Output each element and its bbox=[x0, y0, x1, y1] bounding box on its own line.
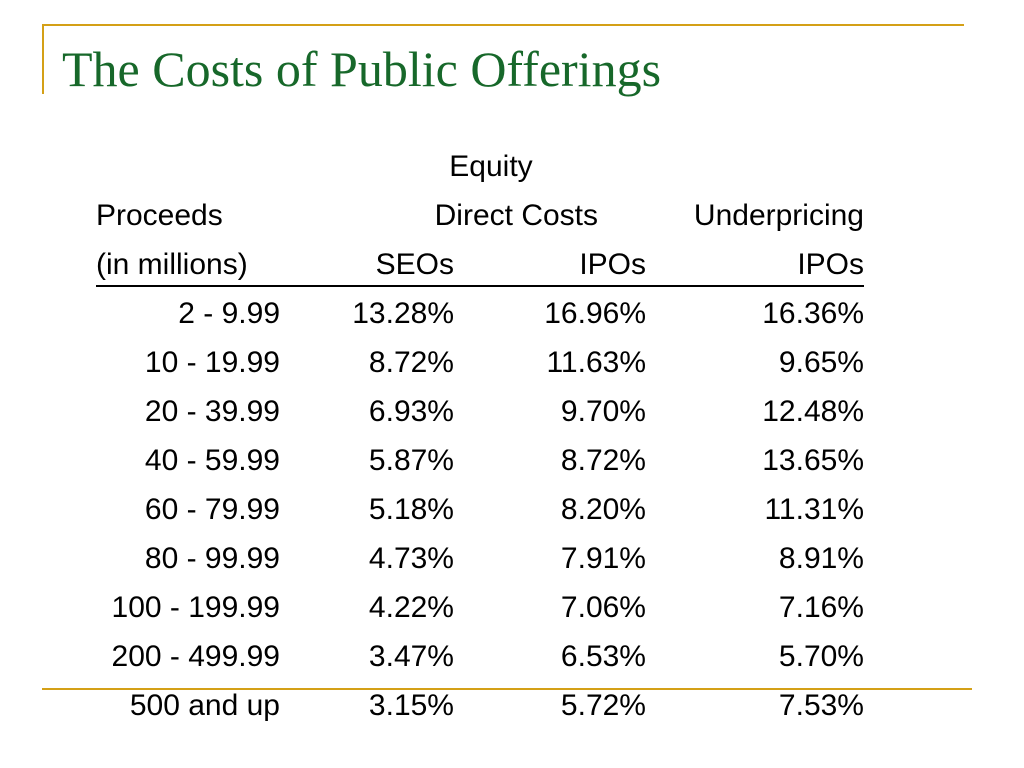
cell-proceeds: 100 - 199.99 bbox=[111, 591, 280, 624]
cell-seos: 5.18% bbox=[368, 493, 454, 526]
bottom-rule bbox=[42, 688, 972, 690]
cell-ipos: 5.72% bbox=[560, 689, 646, 722]
cell-proceeds: 10 - 19.99 bbox=[144, 346, 280, 379]
cell-proceeds: 80 - 99.99 bbox=[144, 542, 280, 575]
header-underpricing: Underpricing bbox=[693, 199, 864, 232]
cell-underpricing: 16.36% bbox=[762, 297, 864, 330]
table-row: 500 and up 3.15% 5.72% 7.53% bbox=[96, 681, 864, 730]
cell-proceeds: 60 - 79.99 bbox=[144, 493, 280, 526]
cell-ipos: 8.72% bbox=[560, 444, 646, 477]
cell-underpricing: 12.48% bbox=[762, 395, 864, 428]
header-seos: SEOs bbox=[375, 248, 454, 281]
table-row: 20 - 39.99 6.93% 9.70% 12.48% bbox=[96, 387, 864, 436]
cell-underpricing: 13.65% bbox=[762, 444, 864, 477]
cell-seos: 4.22% bbox=[368, 591, 454, 624]
cell-ipos: 7.91% bbox=[560, 542, 646, 575]
header-row-top: Proceeds Direct Costs Underpricing bbox=[96, 191, 864, 240]
header-underline bbox=[96, 285, 864, 287]
cell-underpricing: 9.65% bbox=[778, 346, 864, 379]
cell-ipos: 11.63% bbox=[546, 346, 646, 379]
cell-ipos: 16.96% bbox=[544, 297, 646, 330]
page-title: The Costs of Public Offerings bbox=[62, 41, 662, 97]
header-proceeds: Proceeds bbox=[96, 199, 223, 232]
cell-proceeds: 2 - 9.99 bbox=[178, 297, 280, 330]
cell-underpricing: 7.16% bbox=[778, 591, 864, 624]
header-direct-costs: Direct Costs bbox=[434, 199, 598, 232]
cell-underpricing: 11.31% bbox=[764, 493, 864, 526]
cell-seos: 4.73% bbox=[368, 542, 454, 575]
cell-seos: 8.72% bbox=[368, 346, 454, 379]
cell-proceeds: 40 - 59.99 bbox=[144, 444, 280, 477]
cell-ipos: 8.20% bbox=[560, 493, 646, 526]
header-ipos-underpricing: IPOs bbox=[797, 248, 864, 281]
cell-proceeds: 500 and up bbox=[129, 689, 280, 722]
top-rule bbox=[42, 24, 964, 26]
cell-seos: 3.15% bbox=[368, 689, 454, 722]
table-row: 2 - 9.99 13.28% 16.96% 16.36% bbox=[96, 289, 864, 338]
cell-seos: 6.93% bbox=[368, 395, 454, 428]
cell-proceeds: 20 - 39.99 bbox=[144, 395, 280, 428]
table-row: 80 - 99.99 4.73% 7.91% 8.91% bbox=[96, 534, 864, 583]
cell-seos: 3.47% bbox=[368, 640, 454, 673]
cell-proceeds: 200 - 499.99 bbox=[111, 640, 280, 673]
header-equity: Equity bbox=[449, 150, 533, 183]
cell-seos: 13.28% bbox=[352, 297, 454, 330]
cell-underpricing: 8.91% bbox=[778, 542, 864, 575]
header-ipos-direct: IPOs bbox=[579, 248, 646, 281]
table-row: 100 - 199.99 4.22% 7.06% 7.16% bbox=[96, 583, 864, 632]
header-in-millions: (in millions) bbox=[96, 248, 248, 281]
table-body: 2 - 9.99 13.28% 16.96% 16.36% 10 - 19.99 8.72… bbox=[96, 289, 864, 730]
table-row: 60 - 79.99 5.18% 8.20% 11.31% bbox=[96, 485, 864, 534]
cell-underpricing: 5.70% bbox=[778, 640, 864, 673]
cell-ipos: 6.53% bbox=[560, 640, 646, 673]
cell-ipos: 9.70% bbox=[560, 395, 646, 428]
left-rule bbox=[42, 24, 44, 94]
header-row-bottom: (in millions) SEOs IPOs IPOs bbox=[96, 240, 864, 289]
header-row-group: Equity bbox=[96, 142, 864, 191]
table-row: 200 - 499.99 3.47% 6.53% 5.70% bbox=[96, 632, 864, 681]
table-row: 10 - 19.99 8.72% 11.63% 9.65% bbox=[96, 338, 864, 387]
table-row: 40 - 59.99 5.87% 8.72% 13.65% bbox=[96, 436, 864, 485]
cell-underpricing: 7.53% bbox=[778, 689, 864, 722]
cell-seos: 5.87% bbox=[368, 444, 454, 477]
costs-table: Equity Proceeds Direct Costs Underpricin… bbox=[96, 142, 864, 730]
cell-ipos: 7.06% bbox=[560, 591, 646, 624]
